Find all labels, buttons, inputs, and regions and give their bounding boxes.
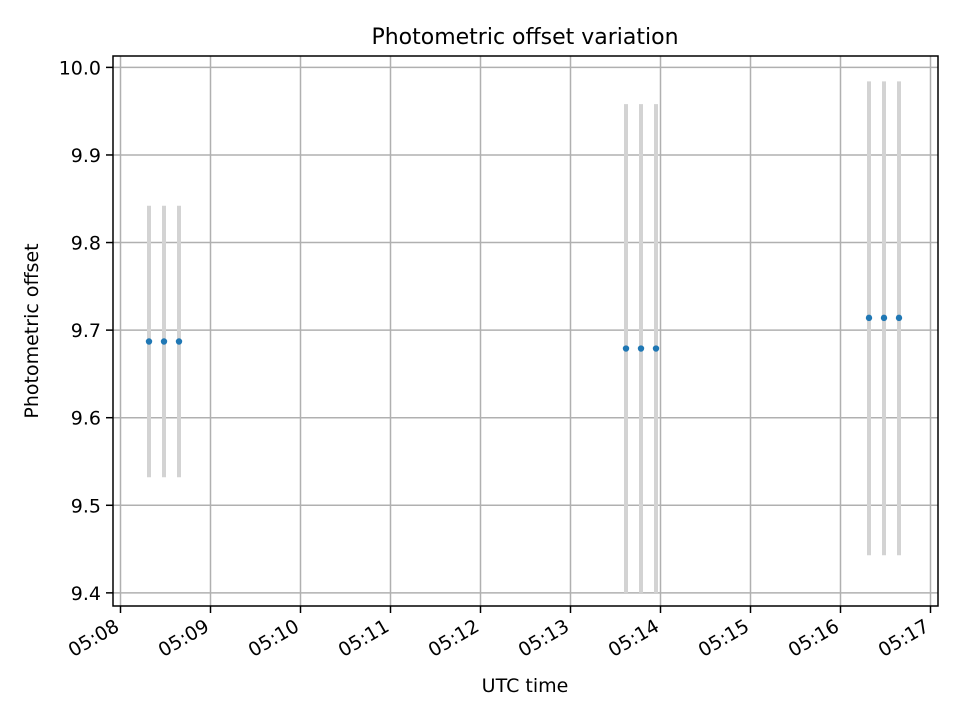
data-point bbox=[637, 345, 645, 352]
data-point bbox=[865, 314, 873, 322]
y-tick-label: 9.8 bbox=[71, 233, 101, 255]
grid-lines bbox=[113, 56, 938, 606]
data-point bbox=[145, 338, 153, 345]
y-axis-label: Photometric offset bbox=[21, 243, 43, 418]
errorbars bbox=[147, 81, 901, 593]
data-point bbox=[622, 345, 630, 352]
x-tick-label: 05:11 bbox=[335, 615, 393, 661]
x-tick-label: 05:10 bbox=[245, 615, 303, 661]
data-point bbox=[652, 345, 660, 352]
x-axis-label: UTC time bbox=[482, 675, 569, 697]
x-tick-label: 05:15 bbox=[695, 615, 753, 661]
x-axis-ticks: 05:08 05:09 05:10 05:11 05:12 05:13 05:14 05:15… bbox=[65, 606, 933, 662]
x-tick-label: 05:13 bbox=[515, 615, 573, 661]
y-tick-label: 10.0 bbox=[59, 57, 101, 79]
y-tick-label: 9.5 bbox=[71, 495, 101, 517]
x-tick-label: 05:08 bbox=[65, 615, 123, 661]
y-tick-label: 9.4 bbox=[71, 583, 101, 605]
data-points bbox=[145, 314, 903, 352]
x-tick-label: 05:14 bbox=[605, 615, 663, 661]
y-tick-label: 9.9 bbox=[71, 145, 101, 167]
y-tick-label: 9.7 bbox=[71, 320, 101, 342]
data-point bbox=[880, 314, 888, 322]
y-axis-ticks: 9.4 9.5 9.6 9.7 9.8 9.9 10.0 bbox=[59, 57, 113, 605]
chart-title: Photometric offset variation bbox=[371, 25, 678, 50]
x-tick-label: 05:12 bbox=[425, 615, 483, 661]
x-tick-label: 05:17 bbox=[875, 615, 933, 661]
y-tick-label: 9.6 bbox=[71, 408, 101, 430]
x-tick-label: 05:09 bbox=[155, 615, 213, 661]
x-tick-label: 05:16 bbox=[785, 615, 843, 661]
plot-frame bbox=[112, 55, 939, 607]
data-point bbox=[175, 338, 183, 345]
data-point bbox=[895, 314, 903, 322]
data-point bbox=[160, 338, 168, 345]
